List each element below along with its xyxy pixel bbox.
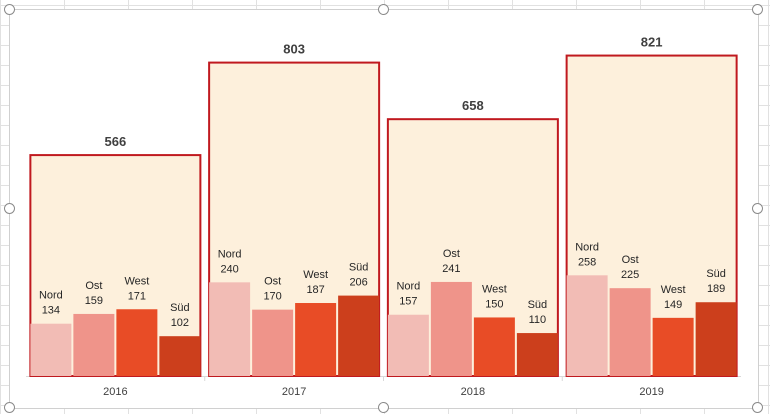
bar-label-value-süd-2016: 102 xyxy=(171,317,189,329)
total-label-2018: 658 xyxy=(462,98,484,113)
bar-label-value-west-2019: 149 xyxy=(664,299,682,311)
bar-ost-2017 xyxy=(252,309,294,376)
bar-west-2017 xyxy=(295,303,337,376)
bar-label-value-nord-2016: 134 xyxy=(42,305,60,317)
resize-handle-top[interactable] xyxy=(378,4,389,15)
category-label-2019: 2019 xyxy=(639,386,663,398)
bar-west-2018 xyxy=(473,317,515,376)
bar-label-value-süd-2018: 110 xyxy=(529,314,547,326)
resize-handle-top-right[interactable] xyxy=(752,4,763,15)
bar-label-value-west-2017: 187 xyxy=(306,284,324,296)
bar-label-value-süd-2017: 206 xyxy=(349,277,367,289)
bar-label-value-nord-2017: 240 xyxy=(220,263,238,275)
bar-west-2019 xyxy=(652,317,694,376)
bar-label-name-süd-2017: Süd xyxy=(349,262,369,274)
bar-label-value-west-2016: 171 xyxy=(128,290,146,302)
bar-west-2016 xyxy=(116,309,158,376)
bar-label-value-ost-2016: 159 xyxy=(85,295,103,307)
bar-süd-2016 xyxy=(159,336,201,376)
bar-ost-2016 xyxy=(73,313,115,376)
bar-label-name-west-2018: West xyxy=(482,283,507,295)
bar-label-name-nord-2018: Nord xyxy=(396,281,420,293)
category-label-2016: 2016 xyxy=(103,386,127,398)
bar-süd-2018 xyxy=(516,333,558,376)
bar-label-value-west-2018: 150 xyxy=(485,298,503,310)
bar-label-value-ost-2018: 241 xyxy=(442,263,460,275)
bar-nord-2018 xyxy=(387,314,429,376)
bar-label-value-ost-2019: 225 xyxy=(621,269,639,281)
bar-label-name-west-2019: West xyxy=(661,284,686,296)
bar-label-name-süd-2018: Süd xyxy=(528,299,548,311)
bar-label-name-ost-2019: Ost xyxy=(622,254,639,266)
total-label-2019: 821 xyxy=(641,35,663,50)
bar-label-name-ost-2017: Ost xyxy=(264,276,281,288)
resize-handle-bottom[interactable] xyxy=(378,402,389,413)
bar-nord-2017 xyxy=(209,282,251,376)
category-label-2017: 2017 xyxy=(282,386,306,398)
total-label-2017: 803 xyxy=(283,42,305,57)
bar-label-name-nord-2016: Nord xyxy=(39,290,63,302)
bar-label-value-süd-2019: 189 xyxy=(707,283,725,295)
resize-handle-right[interactable] xyxy=(752,203,763,214)
total-label-2016: 566 xyxy=(105,134,127,149)
bar-label-name-ost-2016: Ost xyxy=(85,280,102,292)
category-label-2018: 2018 xyxy=(461,386,485,398)
resize-handle-left[interactable] xyxy=(4,203,15,214)
resize-handle-bottom-right[interactable] xyxy=(752,402,763,413)
bar-nord-2016 xyxy=(30,323,72,376)
bar-label-name-ost-2018: Ost xyxy=(443,248,460,260)
bar-label-name-süd-2019: Süd xyxy=(706,268,726,280)
bar-label-name-süd-2016: Süd xyxy=(170,302,190,314)
bar-label-name-west-2016: West xyxy=(124,275,149,287)
bar-süd-2019 xyxy=(695,302,737,376)
bar-label-value-nord-2019: 258 xyxy=(578,256,596,268)
bar-ost-2018 xyxy=(430,281,472,376)
bar-ost-2019 xyxy=(609,288,651,376)
resize-handle-bottom-left[interactable] xyxy=(4,402,15,413)
bar-label-name-west-2017: West xyxy=(303,269,328,281)
bar-süd-2017 xyxy=(338,295,380,376)
bar-label-value-ost-2017: 170 xyxy=(263,291,281,303)
bar-label-name-nord-2017: Nord xyxy=(218,248,242,260)
bar-nord-2019 xyxy=(566,275,608,376)
bar-label-value-nord-2018: 157 xyxy=(399,296,417,308)
bar-label-name-nord-2019: Nord xyxy=(575,241,599,253)
resize-handle-top-left[interactable] xyxy=(4,4,15,15)
